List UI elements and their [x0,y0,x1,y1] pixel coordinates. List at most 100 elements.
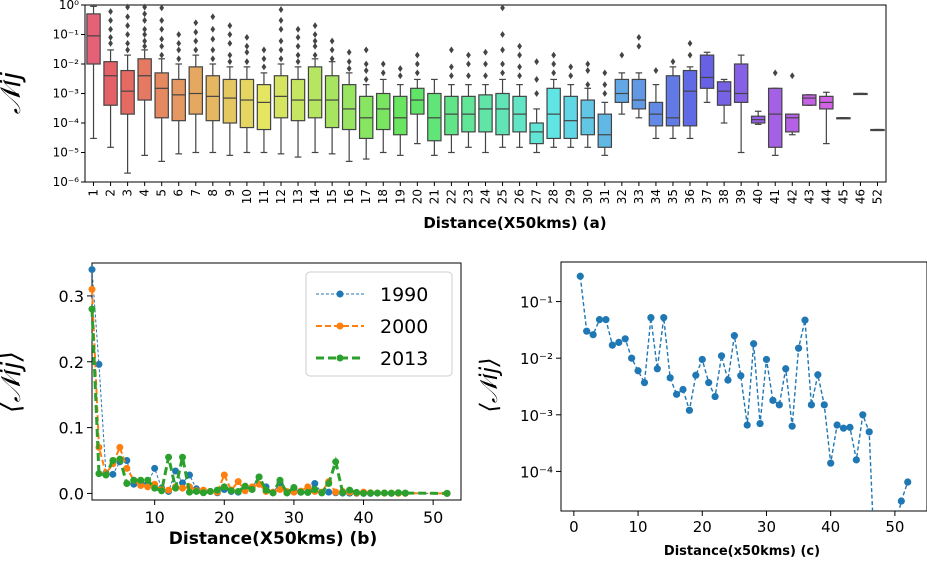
data-point-c [705,379,713,387]
data-point-c [897,497,905,505]
x-tick-label: 19 [393,189,407,204]
data-point-c [724,376,732,384]
data-point-2013 [213,486,221,494]
data-point-c [660,314,668,322]
outlier-point [449,72,454,80]
data-point-2013 [255,473,263,481]
data-point-2013 [220,483,228,491]
data-point-2013 [234,487,242,495]
data-point-2013 [172,484,180,492]
data-point-c [865,428,873,436]
data-point-c [717,352,726,360]
box-43 [802,94,817,106]
x-tick-label: 4 [138,189,152,197]
outlier-point [176,31,182,38]
outlier-point [363,67,369,74]
box-body [614,78,630,103]
box-body [733,63,749,103]
data-point-2013 [144,476,152,484]
box-body [324,75,340,129]
x-tick-label: 20 [693,518,712,536]
data-point-c [589,331,597,339]
data-point-2000 [276,485,284,493]
data-point-c [576,272,584,280]
box-body [393,95,408,136]
box-body [375,92,391,131]
x-tick-label: 40 [821,518,840,536]
outlier-point [159,25,165,33]
data-point-c [679,385,687,394]
x-tick-label: 28 [547,189,561,204]
outlier-point [602,69,608,77]
y-tick-label: 0.2 [59,353,84,372]
data-point-2000 [144,483,152,491]
x-axis-label-c: Distance(x50kms) (c) [664,544,820,559]
box-body [137,58,152,101]
x-tick-label: 20 [410,189,424,204]
data-point-c [602,316,610,324]
data-point-2013 [179,453,187,461]
x-tick-label: 40 [751,189,765,204]
outlier-point [585,60,591,68]
x-tick-label: 31 [598,189,612,204]
x-tick-label: 44 [819,189,833,204]
box-body [631,78,647,110]
outlier-point [125,31,130,38]
outlier-point [500,69,505,77]
outlier-point [466,72,471,80]
outlier-point [193,28,199,36]
outlier-point [568,63,574,71]
data-point-c [794,344,803,352]
outlier-point [278,37,284,45]
x-tick-label: 30 [284,508,304,527]
data-point-c [666,374,674,382]
data-point-c [621,335,629,343]
data-point-c [743,421,751,429]
data-point-2000 [137,482,145,490]
x-tick-label: 17 [359,189,373,204]
box-30 [580,60,596,148]
data-point-2013 [109,457,117,464]
x-tick-label: 52 [870,189,884,204]
y-tick-label: 0.3 [59,287,84,306]
x-tick-label: 1 [87,189,101,197]
outlier-point [125,46,130,54]
data-point-2013 [199,489,207,497]
box-body [86,13,101,65]
x-tick-label: 46 [853,189,867,204]
outlier-point [227,39,233,47]
box-28 [546,51,561,148]
outlier-point [466,51,471,59]
x-tick-label: 25 [496,189,510,204]
data-point-2000 [116,443,124,451]
x-tick-label: 6 [172,189,186,197]
data-point-2000 [234,478,242,486]
outlier-point [397,72,403,80]
box-19 [393,65,408,156]
x-tick-label: 7 [189,189,203,197]
outlier-point [227,22,233,30]
data-point-2013 [304,488,312,496]
x-tick-label: 21 [427,189,441,204]
data-point-2013 [297,488,305,496]
outlier-point [534,58,540,66]
data-point-2000 [88,285,96,293]
line-plot-panel-c: 10⁻⁴ 10⁻³ 10⁻² 10⁻¹ 0 10 20 30 40 50 Distance(x5… [475,261,927,559]
box-13 [290,25,306,158]
outlier-point [108,17,113,24]
outlier-point [108,39,113,47]
outlier-point [227,51,233,59]
outlier-point [244,48,250,56]
x-tick-label: 45 [836,189,850,204]
data-point-2013 [387,489,395,497]
data-point-c [769,396,777,404]
data-point-c [833,421,841,429]
outlier-point [619,51,625,59]
x-tick-label: 35 [666,189,680,204]
box-body [154,72,169,119]
outlier-point [125,13,130,21]
x-tick-label: 2 [104,189,118,197]
outlier-point [517,63,522,71]
outlier-point [244,58,250,66]
